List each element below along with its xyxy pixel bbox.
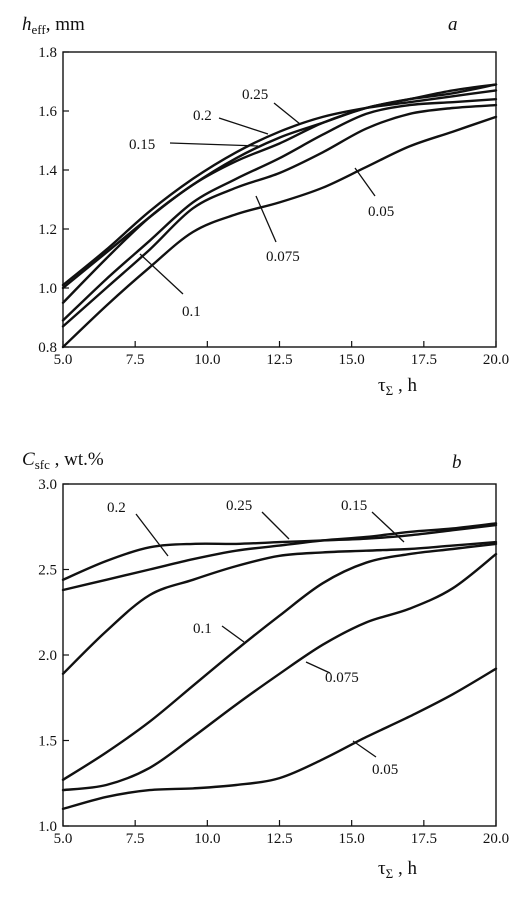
curve-label-0-05-b: 0.05	[372, 762, 398, 778]
y-tick-label-a-1-6: 1.6	[38, 104, 57, 120]
curve-labels-a: 0.25 0.2 0.15 0.1 0.075 0.05	[129, 87, 394, 320]
series-line-a-0-1	[61, 98, 498, 322]
x-tick-label-b-20-0: 20.0	[483, 831, 509, 847]
leader-0-05-a	[354, 167, 376, 197]
y-tick-label-a-1-8: 1.8	[38, 45, 57, 61]
y-axis-title-b: Csfc , wt.%	[22, 449, 104, 472]
leader-0-25-a	[273, 102, 301, 125]
curve-label-0-1-b: 0.1	[193, 621, 212, 637]
leader-0-05-b	[352, 740, 377, 758]
x-tick-label-b-12-5: 12.5	[266, 831, 292, 847]
curve-label-0-2-a: 0.2	[193, 108, 212, 124]
x-tick-label-b-17-5: 17.5	[411, 831, 437, 847]
series-line-b-0-1	[61, 542, 498, 781]
x-axis-title-a: τΣ , h	[378, 375, 417, 398]
y-tick-label-b-2-0: 2.0	[38, 648, 57, 664]
leader-0-15-a	[169, 142, 259, 147]
curve-label-0-2-b: 0.2	[107, 500, 126, 516]
y-tick-label-a-1-4: 1.4	[38, 163, 57, 179]
x-tick-label-b-10-0: 10.0	[194, 831, 220, 847]
x-tick-label-b-15-0: 15.0	[339, 831, 365, 847]
leader-0-075-a	[255, 195, 277, 243]
leader-0-1-b	[221, 625, 245, 643]
x-tick-label-a-5-0: 5.0	[54, 352, 73, 368]
curve-label-0-1-a: 0.1	[182, 304, 201, 320]
x-tick-label-a-15-0: 15.0	[339, 352, 365, 368]
y-tick-label-b-3-0: 3.0	[38, 477, 57, 493]
series-line-a-0-15	[61, 83, 498, 290]
curve-label-0-25-b: 0.25	[226, 498, 252, 514]
curve-labels-b: 0.25 0.2 0.15 0.1 0.075 0.05	[107, 498, 405, 778]
curves-b	[61, 522, 498, 811]
x-tick-label-a-7-5: 7.5	[126, 352, 145, 368]
series-line-a-0-05	[61, 115, 498, 349]
chart-panel-a: heff, mm a 5.0 7.5 10.0 12.5 15.0 17.5 20.0 0.8…	[22, 14, 509, 398]
leader-0-2-b	[135, 513, 169, 557]
leader-0-15-b	[371, 511, 405, 543]
series-line-b-0-05	[61, 667, 498, 811]
leader-0-25-b	[261, 511, 290, 540]
curve-label-0-15-b: 0.15	[341, 498, 367, 514]
series-line-b-0-2	[61, 523, 498, 581]
series-line-b-0-25	[61, 522, 498, 592]
series-line-b-0-15	[61, 540, 498, 675]
chart-panel-b: Csfc , wt.% b 5.0 7.5 10.0 12.5 15.0 17.5 20.0…	[22, 449, 509, 881]
curve-label-0-075-b: 0.075	[325, 670, 359, 686]
y-tick-label-b-2-5: 2.5	[38, 563, 57, 579]
y-tick-label-a-1-0: 1.0	[38, 281, 57, 297]
x-tick-label-a-10-0: 10.0	[194, 352, 220, 368]
curve-label-0-075-a: 0.075	[266, 249, 300, 265]
y-tick-label-a-1-2: 1.2	[38, 222, 57, 238]
leader-0-2-a	[218, 117, 269, 135]
series-line-a-0-25	[61, 89, 498, 287]
curve-label-0-25-a: 0.25	[242, 87, 268, 103]
curve-label-0-15-a: 0.15	[129, 137, 155, 153]
curve-label-0-05-a: 0.05	[368, 204, 394, 220]
x-tick-label-a-12-5: 12.5	[266, 352, 292, 368]
leader-0-075-b	[305, 661, 331, 674]
x-tick-label-b-7-5: 7.5	[126, 831, 145, 847]
x-tick-label-a-20-0: 20.0	[483, 352, 509, 368]
series-line-b-0-075	[61, 552, 498, 792]
series-line-a-0-075	[61, 103, 498, 328]
y-tick-label-b-1-0: 1.0	[38, 819, 57, 835]
x-tick-label-b-5-0: 5.0	[54, 831, 73, 847]
plot-frame-b	[62, 483, 497, 827]
curves-a	[61, 83, 498, 349]
y-tick-label-b-1-5: 1.5	[38, 734, 57, 750]
x-axis-title-b: τΣ , h	[378, 858, 417, 881]
panel-letter-b: b	[452, 452, 462, 473]
x-tick-label-a-17-5: 17.5	[411, 352, 437, 368]
axis-ticks-b: 5.0 7.5 10.0 12.5 15.0 17.5 20.0 1.0 1.5 2.0 2.5 3.…	[38, 477, 509, 847]
panel-letter-a: a	[448, 14, 458, 35]
leader-0-1-a	[139, 253, 184, 295]
y-tick-label-a-0-8: 0.8	[38, 340, 57, 356]
y-axis-title-a: heff, mm	[22, 14, 85, 37]
